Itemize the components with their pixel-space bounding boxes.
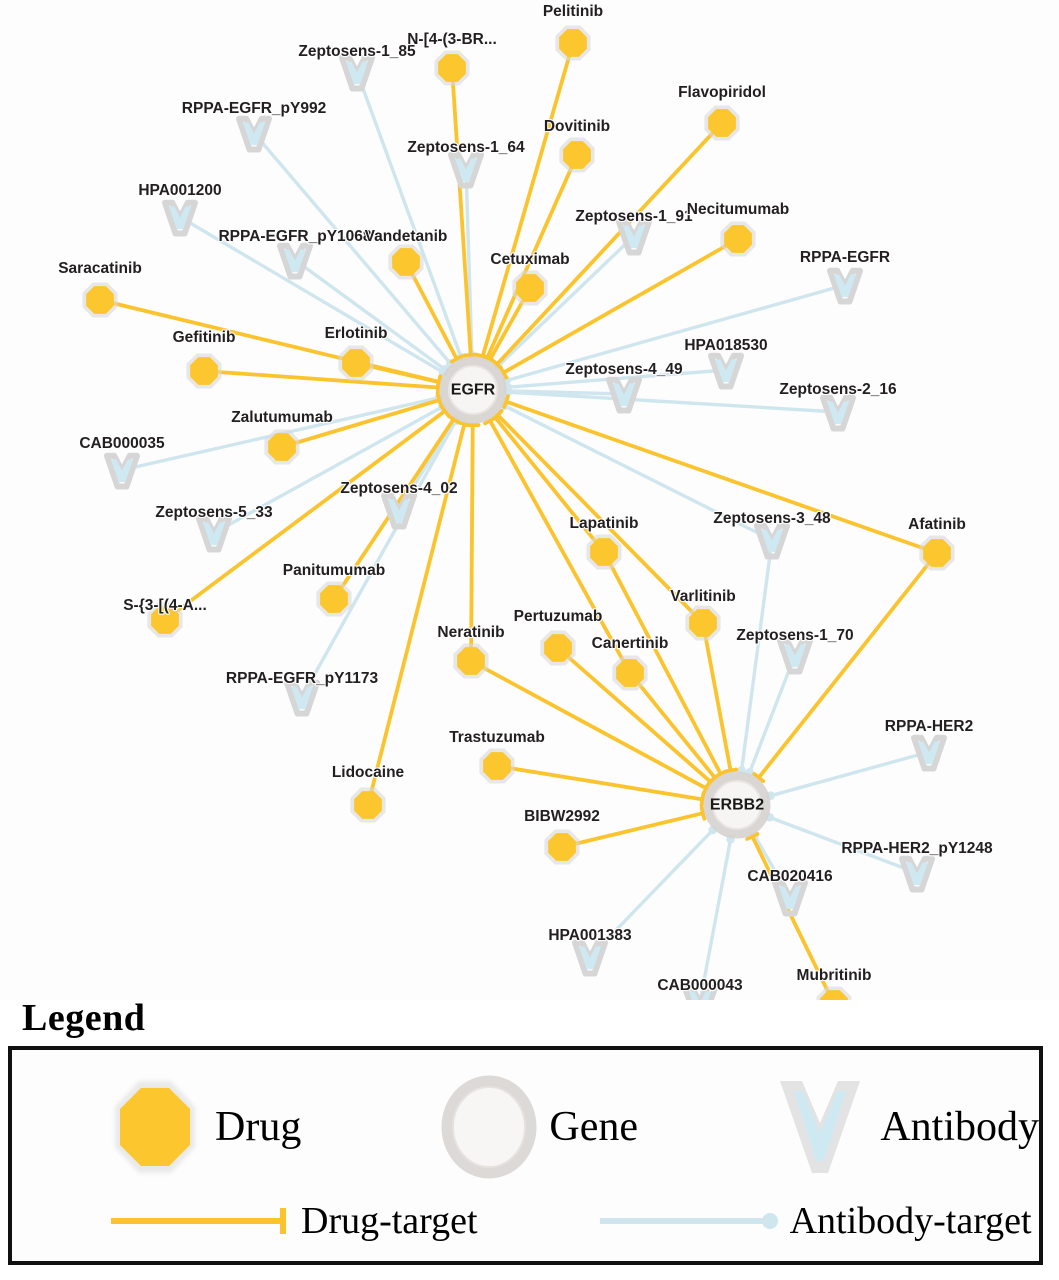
antibody-node-label: CAB000035 bbox=[79, 435, 165, 452]
drug-node-label: N-[4-(3-BR... bbox=[407, 31, 497, 48]
network-diagram-canvas: EGFR ERBB2 Zeptosens-1_85 RPPA-EGFR_pY992 Ze… bbox=[0, 0, 1059, 1000]
drug-node-label: Pelitinib bbox=[543, 3, 603, 20]
legend-label-antibody: Antibody bbox=[880, 1104, 1039, 1150]
drug-node-label: BIBW2992 bbox=[524, 808, 600, 825]
drug-node-label: Neratinib bbox=[437, 624, 504, 641]
legend-box: Drug Gene Antibody bbox=[8, 1046, 1043, 1265]
antibody-node-label: HPA001200 bbox=[138, 182, 221, 199]
antibody-node-label: Zeptosens-4_49 bbox=[565, 361, 683, 378]
antibody-node-label: RPPA-EGFR_pY992 bbox=[182, 100, 326, 117]
canvas-background bbox=[0, 0, 1059, 1000]
drug-node-label: Dovitinib bbox=[544, 118, 610, 135]
antibody-node-label: RPPA-EGFR bbox=[800, 249, 890, 266]
legend-panel: Legend Drug Gene bbox=[0, 990, 1059, 1280]
antibody-node-label: Zeptosens-5_33 bbox=[155, 504, 273, 521]
drug-target-edge-icon bbox=[111, 1208, 286, 1234]
edges-layer bbox=[98, 41, 939, 1000]
legend-edges-row: Drug-target Antibody-target bbox=[12, 1190, 1039, 1252]
antibody-target-edge-icon bbox=[599, 1213, 778, 1229]
antibody-node-label: Zeptosens-3_48 bbox=[713, 510, 831, 527]
gene-node-label: EGFR bbox=[451, 382, 496, 399]
antibody-node-label: RPPA-EGFR_pY1173 bbox=[226, 670, 379, 687]
legend-label-gene: Gene bbox=[549, 1104, 638, 1150]
nodes-layer bbox=[82, 25, 955, 1000]
drug-node-label: Lidocaine bbox=[332, 764, 405, 781]
antibody-node-label: HPA001383 bbox=[548, 927, 632, 944]
legend-item-gene: Gene bbox=[441, 1075, 638, 1179]
legend-label-drug: Drug bbox=[215, 1104, 302, 1150]
antibody-node-label: Zeptosens-1_85 bbox=[298, 43, 416, 60]
antibody-chevron-icon bbox=[780, 1081, 861, 1173]
antibody-node-label: HPA018530 bbox=[684, 337, 767, 354]
drug-node-label: Panitumumab bbox=[283, 562, 385, 579]
antibody-node-label: Zeptosens-4_02 bbox=[340, 480, 457, 497]
drug-node-label: S-{3-[(4-A... bbox=[123, 597, 207, 614]
drug-node-label: Varlitinib bbox=[670, 588, 735, 605]
labels-layer: EGFR ERBB2 Zeptosens-1_85 RPPA-EGFR_pY992 Ze… bbox=[57, 2, 994, 995]
antibody-node-label: Zeptosens-1_64 bbox=[407, 139, 525, 156]
gene-node-label: ERBB2 bbox=[710, 797, 764, 814]
antibody-node-label: Zeptosens-2_16 bbox=[779, 381, 897, 398]
drug-node-label: Cetuximab bbox=[490, 251, 569, 268]
legend-item-antibody: Antibody bbox=[772, 1075, 1039, 1179]
legend-shapes-row: Drug Gene Antibody bbox=[12, 1072, 1039, 1182]
legend-title: Legend bbox=[22, 997, 146, 1039]
drug-node-label: Flavopiridol bbox=[678, 84, 766, 101]
drug-node-label: Trastuzumab bbox=[449, 729, 545, 746]
network-graph: EGFR ERBB2 Zeptosens-1_85 RPPA-EGFR_pY992 Ze… bbox=[0, 0, 1059, 1000]
drug-octagon-icon bbox=[115, 1081, 195, 1173]
legend-item-drug-target: Drug-target bbox=[107, 1199, 478, 1243]
legend-label-drug-target: Drug-target bbox=[301, 1200, 478, 1242]
antibody-node-label: RPPA-HER2 bbox=[885, 718, 973, 735]
drug-node-label: Afatinib bbox=[908, 516, 966, 533]
antibody-node-label: CAB020416 bbox=[747, 868, 833, 885]
drug-node-label: Necitumumab bbox=[687, 201, 790, 218]
legend-item-antibody-target: Antibody-target bbox=[596, 1199, 1032, 1243]
drug-node-label: Pertuzumab bbox=[514, 608, 603, 625]
drug-node-label: Erlotinib bbox=[325, 325, 388, 342]
antibody-node-label: Zeptosens-1_91 bbox=[575, 208, 693, 225]
drug-node-label: Saracatinib bbox=[58, 260, 142, 277]
drug-node-label: Zalutumumab bbox=[231, 409, 333, 426]
gene-circle-icon bbox=[441, 1075, 537, 1179]
drug-node-label: Gefitinib bbox=[173, 329, 236, 346]
legend-item-drug: Drug bbox=[107, 1075, 301, 1179]
antibody-node-label: CAB000043 bbox=[657, 977, 743, 994]
drug-node-label: Mubritinib bbox=[797, 967, 872, 984]
legend-label-antibody-target: Antibody-target bbox=[789, 1200, 1032, 1242]
drug-node-label: Lapatinib bbox=[570, 515, 639, 532]
antibody-node-label: Zeptosens-1_70 bbox=[736, 627, 853, 644]
drug-node-label: Vandetanib bbox=[365, 228, 448, 245]
antibody-node-label: RPPA-EGFR_pY1068 bbox=[218, 228, 371, 245]
antibody-node-label: RPPA-HER2_pY1248 bbox=[841, 840, 993, 857]
drug-node-label: Canertinib bbox=[592, 635, 669, 652]
